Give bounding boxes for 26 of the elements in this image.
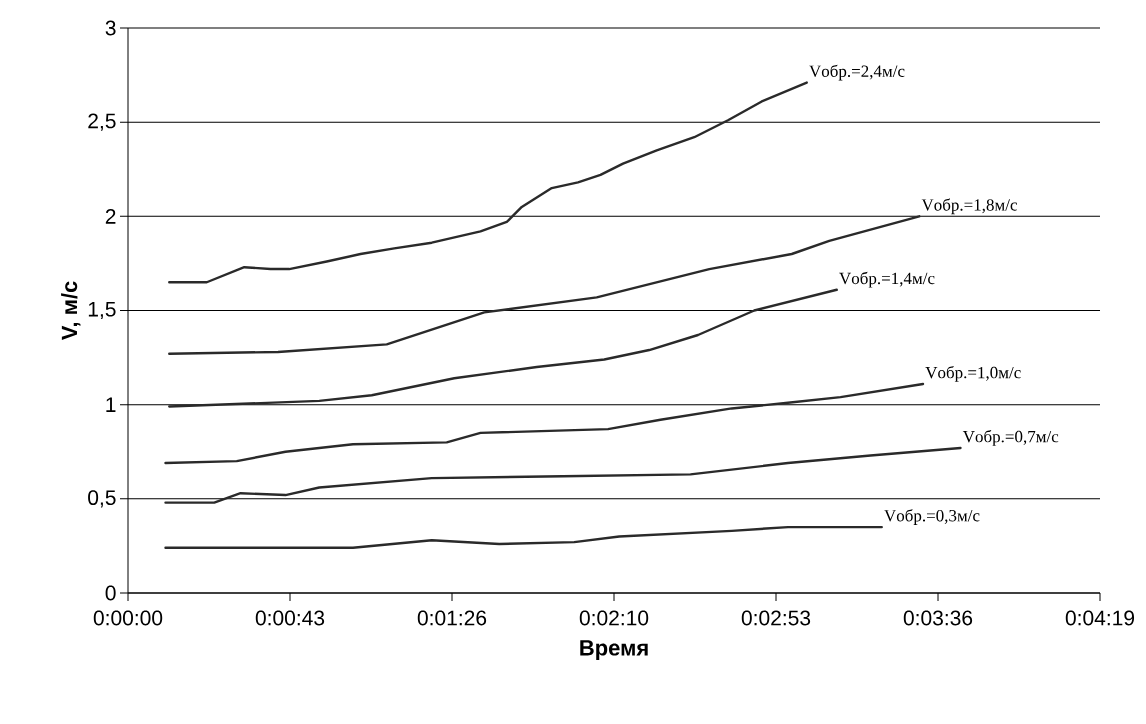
x-tick-label: 0:04:19 [1065, 610, 1135, 626]
x-tick-label: 0:02:10 [579, 610, 649, 626]
series-label: Vобр.=0,3м/с [884, 509, 980, 525]
series-label: Vобр.=2,4м/с [809, 64, 905, 81]
x-axis-title: Время [580, 640, 648, 660]
line-series [168, 288, 838, 408]
x-tick-label: 0:02:53 [741, 610, 811, 626]
series-label: Vобр.=1,8м/с [921, 198, 1017, 215]
y-axis-title: V, м/с [61, 281, 81, 341]
series-label: Vобр.=1,0м/с [925, 365, 1021, 382]
y-tick-label: 1,5 [88, 301, 116, 320]
x-tick-label: 0:00:43 [255, 610, 325, 626]
y-tick-label: 2,5 [88, 113, 116, 131]
y-tick-label: 0 [105, 585, 116, 601]
y-tick-label: 0,5 [88, 490, 116, 508]
line-series [164, 446, 962, 504]
x-tick-label: 0:03:36 [903, 610, 973, 626]
series-label: Vобр.=0,7м/с [962, 429, 1059, 446]
x-tick-label: 0:00:00 [93, 610, 163, 626]
y-tick-label: 1 [106, 397, 116, 412]
x-tick-label: 0:01:26 [417, 610, 487, 626]
series-label: Vобр.=1,4м/с [839, 271, 935, 288]
y-tick-label: 2 [105, 209, 116, 224]
y-tick-label: 3 [105, 20, 116, 36]
line-series [168, 81, 808, 284]
line-series [164, 382, 925, 465]
